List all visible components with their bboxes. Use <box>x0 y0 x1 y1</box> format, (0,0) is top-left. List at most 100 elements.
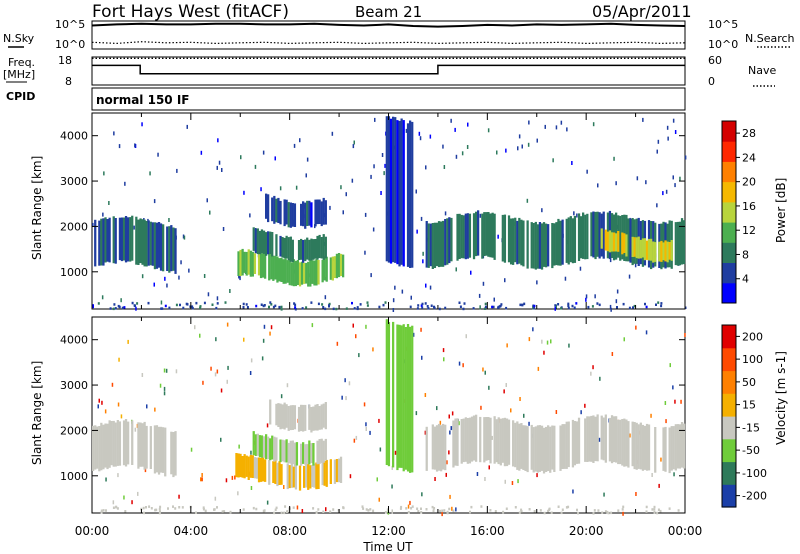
echo-cell <box>112 420 115 467</box>
echo-cell <box>619 215 622 261</box>
echo-cell <box>623 233 626 253</box>
power-colorbar-tick-label: 20 <box>742 176 756 189</box>
echo-cell <box>255 457 259 479</box>
echo-near-range <box>286 510 288 513</box>
echo-cell <box>307 464 310 490</box>
nsearch-label: N.Search <box>745 32 795 45</box>
echo-cell <box>604 229 607 251</box>
echo-cell <box>627 421 630 468</box>
power-colorbar-tick-label: 8 <box>742 248 749 261</box>
echo-cell <box>487 417 490 461</box>
power-plot <box>92 116 687 312</box>
echo-near-range <box>645 505 648 509</box>
echo-near-range <box>270 303 273 306</box>
echo-near-range <box>365 508 368 511</box>
echo-cell <box>283 402 286 430</box>
echo-near-range <box>159 510 161 513</box>
echo-near-range <box>644 302 646 306</box>
echo-cell <box>594 211 597 260</box>
echo-speckle <box>550 339 552 344</box>
echo-speckle <box>429 134 432 139</box>
echo-cell <box>446 218 449 265</box>
echo-near-range <box>278 305 281 309</box>
echo-speckle <box>415 189 417 194</box>
echo-cell <box>631 421 634 467</box>
y-tick-label: 2000 <box>60 424 88 437</box>
echo-speckle <box>165 368 168 373</box>
echo-cell <box>291 239 294 263</box>
echo-near-range <box>433 306 436 310</box>
echo-speckle <box>458 421 460 426</box>
echo-cell <box>577 213 581 261</box>
echo-speckle <box>429 285 432 290</box>
echo-near-range <box>356 306 359 309</box>
echo-speckle <box>450 118 452 123</box>
echo-speckle <box>101 400 103 405</box>
echo-cell <box>245 251 248 276</box>
echo-cell <box>503 417 507 467</box>
echo-near-range <box>632 306 634 309</box>
echo-speckle <box>465 334 467 339</box>
echo-speckle <box>451 411 454 416</box>
echo-speckle <box>611 352 614 356</box>
echo-cell <box>289 405 292 431</box>
echo-cell <box>676 424 680 469</box>
echo-speckle <box>458 361 461 366</box>
echo-speckle <box>353 140 355 145</box>
echo-near-range <box>653 505 656 509</box>
echo-cell <box>279 200 282 225</box>
echo-speckle <box>560 120 563 125</box>
echo-cell <box>442 220 445 267</box>
echo-speckle <box>262 150 265 155</box>
echo-speckle <box>243 337 245 342</box>
echo-speckle <box>381 153 384 157</box>
echo-near-range <box>136 302 139 305</box>
echo-speckle <box>667 136 669 141</box>
echo-cell <box>325 459 328 487</box>
echo-speckle <box>541 208 543 213</box>
echo-speckle <box>216 165 218 170</box>
echo-speckle <box>449 430 451 435</box>
echo-cell <box>483 417 486 463</box>
echo-speckle <box>445 472 447 477</box>
echo-near-range <box>185 302 188 306</box>
echo-cell <box>542 427 546 474</box>
echo-cell <box>567 421 570 468</box>
echo-speckle <box>274 156 276 161</box>
echo-near-range <box>557 505 560 508</box>
echo-cell <box>650 238 653 261</box>
echo-cell <box>274 255 277 280</box>
echo-speckle <box>325 507 327 512</box>
echo-cell <box>553 223 556 266</box>
echo-near-range <box>421 302 424 306</box>
echo-cell <box>241 248 244 276</box>
echo-cell <box>279 403 282 430</box>
echo-cell <box>464 417 467 462</box>
echo-cell <box>239 249 242 276</box>
echo-speckle <box>544 124 546 129</box>
echo-near-range <box>332 307 335 311</box>
echo-cell <box>267 436 270 460</box>
velocity-axis: 1000 2000 3000 4000 <box>60 317 686 513</box>
echo-near-range <box>255 507 258 511</box>
echo-cell <box>596 414 599 462</box>
echo-speckle <box>505 148 507 153</box>
echo-near-range <box>114 307 117 310</box>
echo-near-range <box>657 301 660 304</box>
echo-near-range <box>168 306 171 310</box>
echo-cell <box>522 425 525 470</box>
echo-near-range <box>420 507 422 510</box>
echo-cell <box>320 404 323 430</box>
echo-cell <box>170 225 173 272</box>
echo-cell <box>275 234 278 256</box>
echo-near-range <box>204 509 207 513</box>
echo-near-range <box>554 304 557 307</box>
echo-speckle <box>470 270 472 275</box>
echo-cell <box>590 415 593 462</box>
echo-cell <box>96 426 99 469</box>
echo-near-range <box>499 304 502 308</box>
echo-cell <box>487 212 490 257</box>
echo-cell <box>633 422 636 470</box>
echo-near-range <box>353 307 356 310</box>
echo-cell <box>668 242 671 260</box>
